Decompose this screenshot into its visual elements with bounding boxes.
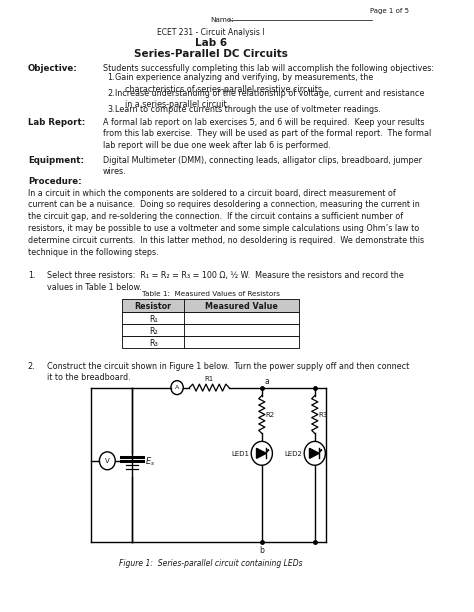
Text: a: a — [264, 376, 269, 386]
Bar — [122, 336, 299, 348]
Text: b: b — [259, 546, 264, 555]
Text: Learn to compute currents through the use of voltmeter readings.: Learn to compute currents through the us… — [115, 105, 381, 114]
Text: 1.: 1. — [28, 271, 36, 280]
Text: Equipment:: Equipment: — [28, 155, 84, 165]
Text: V: V — [105, 458, 109, 464]
Text: $E_s$: $E_s$ — [146, 455, 155, 468]
Text: 2.: 2. — [28, 362, 36, 371]
Text: Select three resistors:  R₁ = R₂ = R₃ = 100 Ω, ½ W.  Measure the resistors and r: Select three resistors: R₁ = R₂ = R₃ = 1… — [47, 271, 404, 291]
Text: Construct the circuit shown in Figure 1 below.  Turn the power supply off and th: Construct the circuit shown in Figure 1 … — [47, 362, 410, 382]
Text: R₂: R₂ — [149, 327, 158, 336]
Text: Lab Report:: Lab Report: — [28, 118, 85, 127]
Text: Objective:: Objective: — [28, 64, 78, 73]
Text: 3.: 3. — [107, 105, 115, 114]
Polygon shape — [256, 449, 266, 458]
Text: LED1: LED1 — [231, 451, 249, 457]
Text: R2: R2 — [265, 411, 274, 417]
Text: Resistor: Resistor — [135, 302, 172, 312]
Text: ECET 231 - Circuit Analysis I: ECET 231 - Circuit Analysis I — [157, 28, 264, 37]
Text: Measured Value: Measured Value — [205, 302, 278, 312]
Text: R₁: R₁ — [149, 315, 158, 324]
Text: Procedure:: Procedure: — [28, 177, 82, 185]
Text: Name:: Name: — [210, 17, 235, 23]
Text: Digital Multimeter (DMM), connecting leads, alligator clips, breadboard, jumper
: Digital Multimeter (DMM), connecting lea… — [103, 155, 422, 176]
Text: Series-Parallel DC Circuits: Series-Parallel DC Circuits — [134, 49, 288, 59]
Bar — [122, 299, 299, 312]
Text: In a circuit in which the components are soldered to a circuit board, direct mea: In a circuit in which the components are… — [28, 188, 424, 256]
Bar — [122, 312, 299, 324]
Text: R3: R3 — [319, 411, 328, 417]
Text: Table 1:  Measured Values of Resistors: Table 1: Measured Values of Resistors — [142, 291, 280, 297]
Text: A: A — [175, 385, 179, 390]
Text: 2.: 2. — [107, 89, 115, 98]
Text: R₃: R₃ — [149, 339, 158, 348]
Text: Students successfully completing this lab will accomplish the following objectiv: Students successfully completing this la… — [103, 64, 434, 73]
Text: Gain experience analyzing and verifying, by measurements, the
    characteristic: Gain experience analyzing and verifying,… — [115, 73, 374, 94]
Text: A formal lab report on lab exercises 5, and 6 will be required.  Keep your resul: A formal lab report on lab exercises 5, … — [103, 118, 431, 150]
Text: Page 1 of 5: Page 1 of 5 — [370, 9, 409, 14]
Text: 1.: 1. — [107, 73, 115, 82]
Text: Figure 1:  Series-parallel circuit containing LEDs: Figure 1: Series-parallel circuit contai… — [119, 559, 302, 568]
Polygon shape — [310, 449, 319, 458]
Bar — [122, 324, 299, 336]
Text: R1: R1 — [205, 376, 214, 382]
Text: LED2: LED2 — [284, 451, 302, 457]
Text: Lab 6: Lab 6 — [194, 38, 227, 48]
Text: Increase understanding of the relationship of voltage, current and resistance
  : Increase understanding of the relationsh… — [115, 89, 425, 110]
